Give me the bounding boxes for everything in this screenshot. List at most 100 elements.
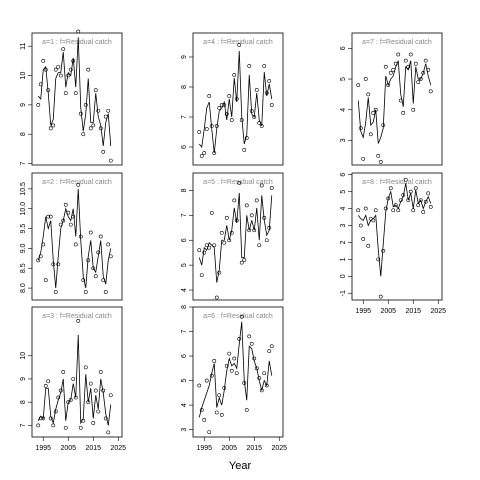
- point: [78, 425, 83, 430]
- fit-line: [37, 334, 112, 426]
- point: [356, 208, 361, 213]
- point: [101, 149, 106, 154]
- point: [98, 234, 103, 239]
- point: [43, 278, 48, 283]
- y-tick-label: 4: [340, 108, 347, 112]
- panel: a=6 : f=Residual catch 3 4 5 6 7 8 1995 2005 2015…: [181, 305, 287, 452]
- x-tick-label: 2025: [271, 445, 287, 452]
- point: [43, 384, 48, 388]
- y-tick-label: 7: [20, 161, 27, 165]
- point: [53, 67, 58, 72]
- point: [108, 158, 113, 163]
- point: [247, 334, 252, 339]
- x-tick-label: 1995: [196, 445, 212, 452]
- y-tick-label: 8: [181, 188, 188, 192]
- point: [63, 202, 68, 207]
- y-tick-label: 1: [340, 257, 347, 261]
- y-tick-label: 9.0: [20, 243, 27, 253]
- x-tick-label: 2025: [430, 308, 446, 315]
- y-tick-label: 4: [181, 288, 188, 292]
- point: [204, 378, 209, 383]
- y-tick-label: 6: [181, 354, 188, 358]
- point: [361, 156, 366, 161]
- point: [227, 94, 232, 98]
- fit-line: [37, 37, 112, 146]
- point: [48, 126, 53, 131]
- point: [56, 262, 61, 267]
- point: [83, 365, 88, 370]
- point: [68, 222, 73, 227]
- point: [249, 213, 254, 218]
- plot-frame: [192, 172, 284, 301]
- y-tick-label: 5: [181, 379, 188, 383]
- point: [416, 80, 421, 85]
- point: [103, 416, 108, 421]
- y-tick-label: 9.5: [20, 224, 27, 234]
- point: [106, 242, 111, 247]
- fit-line: [198, 321, 273, 418]
- y-tick-label: 6: [340, 173, 347, 177]
- point: [413, 61, 418, 66]
- point: [418, 198, 423, 202]
- point: [83, 290, 88, 294]
- y-tick-label: 7: [181, 115, 188, 119]
- point: [403, 58, 408, 63]
- point: [378, 160, 383, 164]
- y-tick-label: 5: [340, 77, 347, 81]
- point: [106, 108, 111, 113]
- point: [78, 111, 83, 116]
- y-tick-label: 8: [181, 305, 188, 309]
- point: [197, 130, 202, 134]
- point: [383, 64, 388, 69]
- point: [242, 258, 247, 263]
- point: [356, 83, 361, 88]
- y-tick-label: 7: [181, 213, 188, 217]
- point: [388, 186, 393, 191]
- y-tick-label: 5: [340, 190, 347, 194]
- point: [249, 341, 254, 346]
- y-tick-label: 9: [20, 377, 27, 381]
- point: [366, 92, 371, 97]
- point: [219, 230, 224, 235]
- point: [76, 29, 81, 34]
- y-tick-label: 10: [20, 72, 27, 80]
- point: [423, 199, 428, 204]
- fit-line: [37, 188, 112, 289]
- y-tick-label: 8: [20, 400, 27, 404]
- point: [61, 370, 66, 374]
- point: [86, 67, 91, 72]
- point: [202, 417, 207, 422]
- point: [98, 370, 103, 374]
- point: [76, 183, 81, 187]
- point: [232, 198, 237, 203]
- point: [421, 210, 426, 214]
- panel-title: a=8 : f=Residual catch: [362, 179, 432, 186]
- point: [391, 208, 396, 213]
- point: [91, 123, 96, 128]
- point: [63, 425, 68, 430]
- x-tick-label: 2015: [85, 445, 101, 452]
- y-tick-label: 5: [181, 263, 188, 267]
- point: [428, 89, 433, 94]
- point: [36, 102, 41, 107]
- panel: a=7 : f=Residual catch 3 4 5 6: [340, 32, 443, 166]
- point: [88, 126, 93, 131]
- plot-frame: [351, 32, 443, 166]
- plot-frame: [192, 32, 284, 166]
- point: [244, 408, 249, 412]
- plot-frame: [192, 306, 284, 438]
- y-tick-label: 10.5: [20, 182, 27, 196]
- point: [401, 110, 406, 115]
- point: [73, 242, 78, 247]
- panel-title: a=6 : f=Residual catch: [203, 313, 273, 320]
- point: [232, 356, 237, 361]
- point: [58, 73, 63, 78]
- point: [396, 52, 401, 57]
- point: [222, 240, 227, 245]
- point: [376, 153, 381, 158]
- x-tick-label: 2015: [246, 445, 262, 452]
- point: [46, 379, 51, 384]
- point: [106, 430, 111, 435]
- panel-title: a=7 : f=Residual catch: [362, 39, 432, 46]
